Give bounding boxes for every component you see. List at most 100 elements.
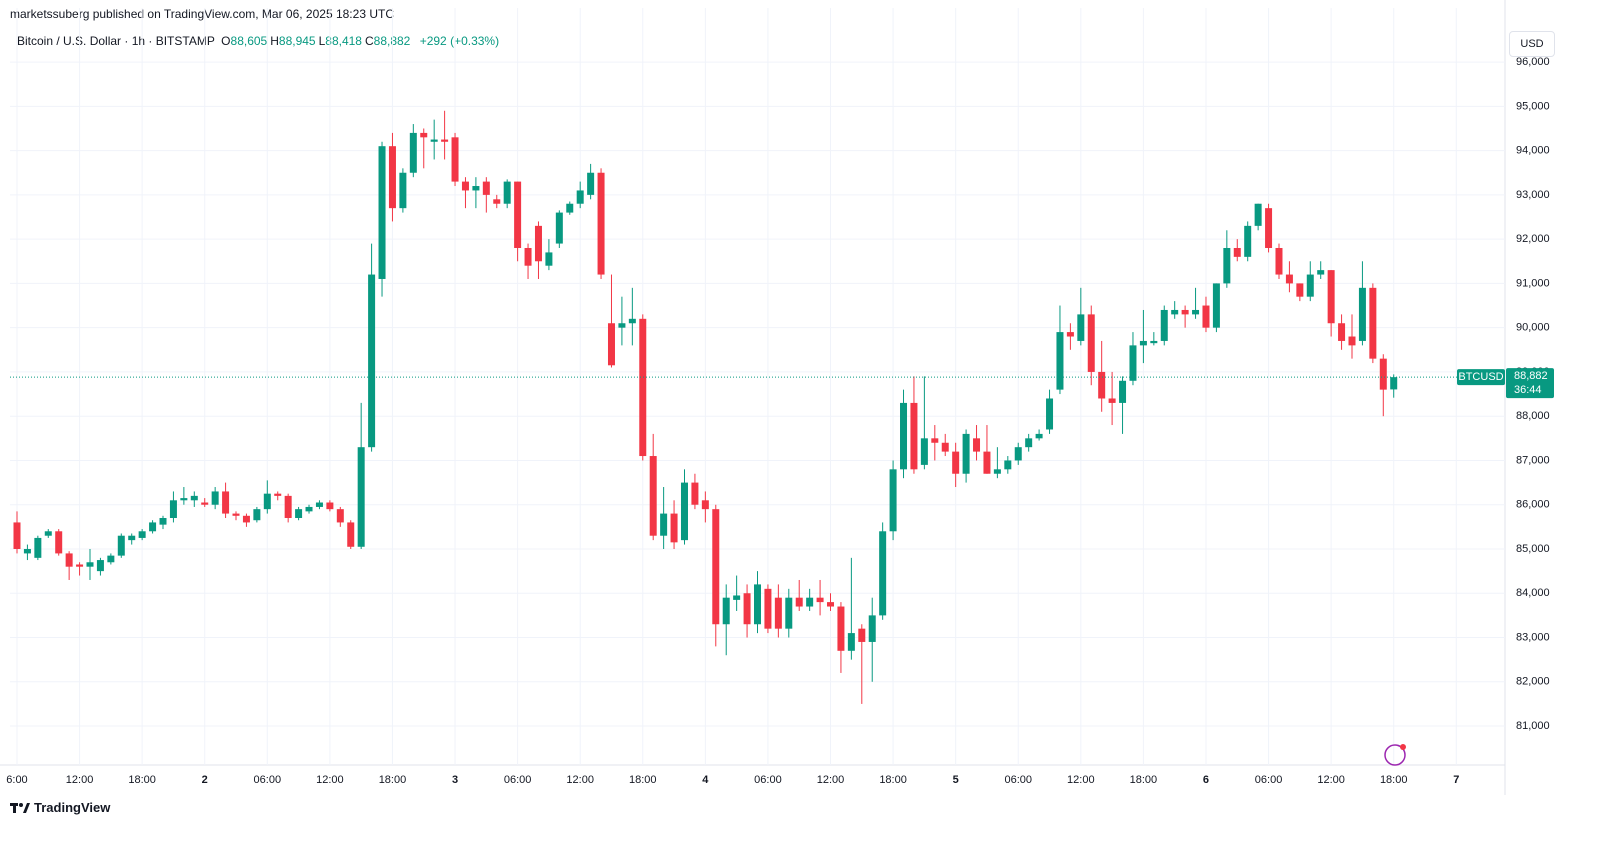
candle-body [388, 146, 396, 209]
symbol: Bitcoin / U.S. Dollar · 1h · BITSTAMP [17, 34, 215, 48]
candle-body [1087, 314, 1095, 372]
candle-body [1358, 287, 1366, 341]
candle-body [628, 318, 636, 324]
published-line: marketssuberg published on TradingView.c… [10, 7, 394, 21]
x-tick-label: 4 [702, 774, 709, 786]
candle-body [1160, 309, 1168, 341]
brand: TradingView [34, 800, 111, 815]
candle-body [128, 535, 136, 541]
x-tick-label: 06:00 [504, 774, 532, 786]
candle-body [900, 402, 908, 470]
candle-body [461, 181, 469, 191]
x-tick-label: 18:00 [379, 774, 407, 786]
candle-body [743, 593, 751, 625]
y-tick-label: 86,000 [1516, 499, 1550, 511]
x-tick-label: 5 [953, 774, 959, 786]
candle-body [597, 172, 605, 275]
candle-body [149, 522, 157, 532]
logo [10, 802, 30, 813]
candle-body [1379, 358, 1387, 390]
candle-body [607, 323, 615, 366]
ohlc-letter: C [364, 34, 374, 48]
ohlc-letter: H [270, 34, 279, 48]
candle-body [1202, 305, 1210, 328]
candle-body [274, 493, 282, 496]
candle-body [1244, 225, 1252, 257]
candle-body [660, 513, 668, 536]
candle-body [253, 509, 261, 521]
candle-body [347, 522, 355, 547]
candle-body [555, 212, 563, 244]
y-tick-label: 93,000 [1516, 189, 1550, 201]
candle-body [827, 602, 835, 607]
candle-body [190, 495, 198, 501]
y-tick-label: 90,000 [1516, 322, 1550, 334]
candle-body [1046, 398, 1054, 430]
candle-body [1077, 314, 1085, 341]
ohlc-letter: O [221, 34, 231, 48]
x-tick-label: 6 [1203, 774, 1209, 786]
symbol-tag [1457, 369, 1505, 386]
candle-body [774, 597, 782, 629]
price-tag-value: 88,882 [1514, 370, 1548, 382]
candle-body [472, 186, 480, 191]
candle-body [566, 203, 574, 213]
candle-body [941, 442, 949, 452]
candle-body [847, 633, 855, 651]
candle-body [503, 181, 511, 204]
candle-body [242, 515, 250, 523]
candle-body [138, 531, 146, 538]
candle-body [973, 438, 981, 452]
candle-body [983, 451, 991, 474]
candle-body [180, 498, 188, 501]
candle-body [295, 509, 303, 519]
candle-body [1265, 208, 1273, 248]
currency-button[interactable]: USD [1509, 31, 1555, 57]
candle-body [754, 584, 761, 625]
candle-body [1025, 438, 1033, 448]
candle-body [326, 502, 334, 510]
candle-body [493, 199, 501, 204]
candle-body [1306, 274, 1314, 297]
candle-body [868, 615, 876, 642]
candle-body [441, 139, 449, 142]
x-tick-label: 2 [202, 774, 208, 786]
candle-body [409, 132, 417, 173]
x-tick-label: 06:00 [254, 774, 282, 786]
candle-body [733, 595, 741, 600]
candle-body [1098, 371, 1106, 399]
candle-body [1056, 332, 1064, 390]
x-tick-label: 12:00 [66, 774, 94, 786]
candle-body [336, 509, 344, 523]
y-tick-label: 88,000 [1516, 410, 1550, 422]
x-tick-label: 18:00 [1380, 774, 1408, 786]
y-tick-label: 83,000 [1516, 631, 1550, 643]
candle-body [712, 509, 720, 625]
candle-body [1066, 332, 1074, 337]
candle-body [1327, 270, 1335, 324]
symbol-legend: Bitcoin / U.S. Dollar · 1h · BITSTAMP O8… [17, 34, 502, 48]
candle-body [284, 495, 292, 519]
x-tick-label: 06:00 [1004, 774, 1032, 786]
y-tick-label: 96,000 [1516, 56, 1550, 68]
candle-body [357, 447, 365, 547]
candle-body [545, 252, 553, 266]
x-tick-label: 06:00 [1255, 774, 1283, 786]
candle-body [107, 555, 115, 563]
ohlc-letter: L [318, 34, 326, 48]
candle-body [587, 172, 595, 195]
candle-body [232, 513, 240, 516]
y-tick-label: 87,000 [1516, 454, 1550, 466]
price-tag [1506, 368, 1554, 399]
candle-body [1233, 247, 1241, 257]
x-tick-label: 7 [1453, 774, 1459, 786]
candle-body [524, 247, 532, 266]
candle-body [931, 438, 939, 443]
candle-body [1285, 274, 1293, 284]
x-tick-label: 3 [452, 774, 458, 786]
candle-body [451, 137, 459, 182]
candle-body [920, 438, 928, 465]
candle-body [222, 491, 230, 514]
candle-body [368, 274, 376, 448]
